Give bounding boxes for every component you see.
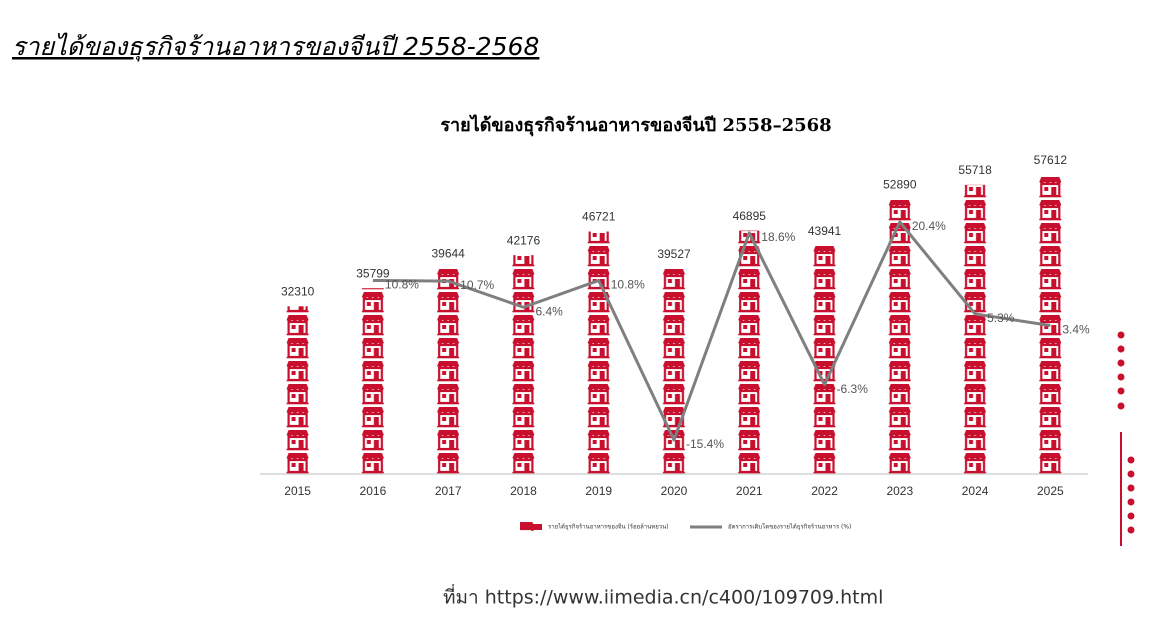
value-label: 35799 (356, 266, 390, 280)
x-tick-label: 2019 (585, 484, 612, 498)
growth-label: 6.4% (535, 304, 563, 318)
value-label: 39644 (431, 246, 465, 260)
x-tick-label: 2015 (284, 484, 311, 498)
value-label: 52890 (883, 178, 917, 192)
growth-label: 10.8% (385, 278, 419, 292)
x-tick-label: 2016 (360, 484, 387, 498)
growth-label: 10.8% (611, 278, 645, 292)
value-label: 32310 (281, 284, 315, 298)
bar (886, 199, 913, 475)
source: ที่มา https://www.iimedia.cn/c400/109709… (443, 584, 883, 609)
value-label: 57612 (1034, 153, 1068, 167)
x-tick-label: 2024 (962, 484, 989, 498)
x-tick-label: 2025 (1037, 484, 1064, 498)
x-tick-label: 2017 (435, 484, 462, 498)
bar (962, 184, 989, 474)
bar (435, 268, 462, 474)
decoration (1117, 331, 1135, 546)
x-tick-label: 2018 (510, 484, 537, 498)
value-label: 46721 (582, 210, 616, 224)
growth-line (372, 220, 1051, 442)
page-title: รายได้ของธุรกิจร้านอาหารของจีนปี 2558-25… (12, 32, 539, 62)
value-label: 46895 (733, 209, 767, 223)
bar (661, 268, 687, 474)
x-tick-label: 2022 (811, 484, 838, 498)
growth-label: -6.3% (837, 382, 869, 396)
value-label: 39527 (657, 247, 691, 261)
legend-label: รายได้ธุรกิจร้านอาหารของจีน (ร้อยล้านหยว… (548, 523, 669, 531)
bar (284, 306, 311, 474)
bar (736, 230, 763, 474)
legend-label: อัตราการเติบโตของรายได้ธุรกิจร้านอาหาร (… (728, 523, 851, 531)
x-tick-label: 2023 (886, 484, 913, 498)
growth-label: 5.3% (987, 311, 1015, 325)
legend-swatch (520, 524, 542, 530)
growth-label: 18.6% (761, 230, 795, 244)
growth-label: 10.7% (460, 278, 494, 292)
bar (359, 288, 386, 474)
x-tick-label: 2021 (736, 484, 763, 498)
bar (811, 245, 838, 474)
value-label: 43941 (808, 224, 842, 238)
bar (585, 231, 612, 474)
value-label: 42176 (507, 233, 541, 247)
x-tick-label: 2020 (661, 484, 688, 498)
value-label: 55718 (958, 163, 992, 177)
bar (510, 255, 537, 474)
growth-label: 20.4% (912, 219, 946, 233)
growth-label: -15.4% (686, 437, 724, 451)
chart-title: รายได้ของธุรกิจร้านอาหารของจีนปี 2558–25… (440, 114, 831, 137)
growth-label: 3.4% (1062, 323, 1090, 337)
